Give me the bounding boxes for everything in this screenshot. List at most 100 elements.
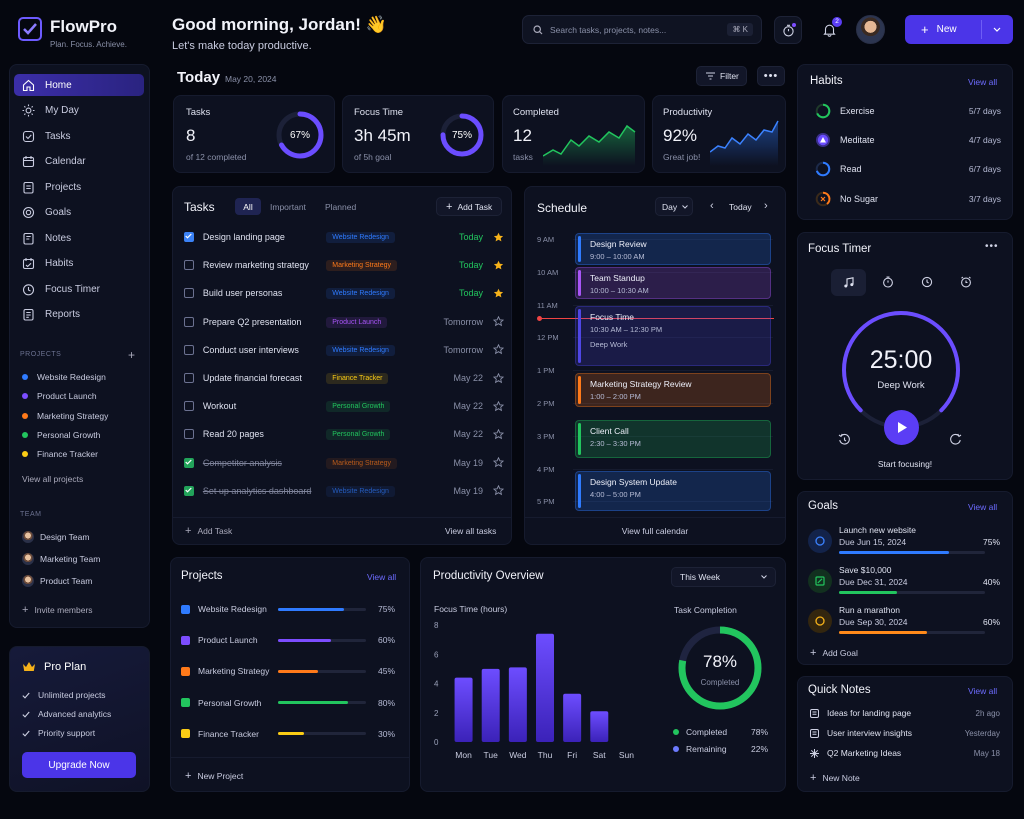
star-filled-icon[interactable] (493, 260, 504, 271)
team-item[interactable]: Marketing Team (22, 553, 100, 565)
star-filled-icon[interactable] (493, 232, 504, 243)
sidebar-item-focus-timer[interactable]: Focus Timer (14, 278, 144, 300)
task-checkbox[interactable] (184, 429, 194, 440)
invite-members-link[interactable]: + Invite members (22, 604, 93, 616)
add-goal-link[interactable]: + Add Goal (810, 647, 858, 659)
stat-card-tasks[interactable] (173, 95, 335, 173)
task-row[interactable]: Design landing page Website Redesign Today (184, 223, 504, 251)
prev-day-button[interactable]: ‹ (710, 200, 714, 212)
quick-notes-view-all-link[interactable]: View all (968, 686, 998, 696)
search-input[interactable]: Search tasks, projects, notes... (550, 24, 667, 35)
sidebar-item-tasks[interactable]: Tasks (14, 125, 144, 147)
new-note-link[interactable]: + New Note (810, 772, 860, 784)
notifications-button[interactable]: 2 (815, 16, 843, 44)
quick-note-item[interactable]: User interview insights Yesterday (810, 728, 1000, 738)
view-all-projects-link[interactable]: View all projects (22, 474, 84, 484)
task-checkbox[interactable] (184, 373, 194, 383)
project-row[interactable]: Finance Tracker 30% (181, 729, 396, 739)
habits-view-all-link[interactable]: View all (968, 77, 998, 87)
bar-thu[interactable] (536, 633, 554, 742)
task-row[interactable]: Build user personas Website Redesign Today (184, 279, 504, 307)
play-button[interactable] (884, 410, 919, 445)
restart-icon[interactable] (949, 433, 962, 446)
user-avatar[interactable] (856, 15, 885, 44)
team-item[interactable]: Product Team (22, 575, 92, 587)
bar-fri[interactable] (563, 693, 582, 742)
sidebar-project[interactable]: Finance Tracker (22, 449, 98, 459)
sidebar-project[interactable]: Website Redesign (22, 372, 106, 382)
music-mode-button[interactable] (831, 269, 866, 296)
habit-item[interactable]: Exercise 5/7 days (815, 103, 1001, 119)
goals-view-all-link[interactable]: View all (968, 502, 998, 512)
reset-timer-icon[interactable] (838, 433, 851, 446)
view-all-tasks-link[interactable]: View all tasks (445, 526, 497, 536)
stopwatch-mode-icon[interactable] (882, 276, 894, 288)
schedule-event[interactable]: Focus Time 10:30 AM – 12:30 PM Deep Work (575, 306, 771, 366)
task-row[interactable]: Review marketing strategy Marketing Strat… (184, 251, 504, 279)
task-checkbox[interactable] (184, 260, 194, 271)
brand-logo[interactable] (18, 17, 42, 41)
sidebar-project[interactable]: Personal Growth (22, 430, 100, 440)
task-checkbox[interactable] (184, 288, 194, 299)
project-row[interactable]: Website Redesign 75% (181, 604, 396, 614)
schedule-view-select[interactable]: Day (655, 197, 693, 216)
new-button[interactable]: + New (905, 15, 1013, 44)
task-row[interactable]: Set up analytics dashboard Website Redesi… (184, 477, 504, 505)
upgrade-now-button[interactable]: Upgrade Now (22, 752, 136, 778)
star-outline-icon[interactable] (493, 457, 504, 468)
sidebar-item-calendar[interactable]: Calendar (14, 151, 144, 173)
sidebar-project[interactable]: Marketing Strategy (22, 411, 108, 421)
filter-button[interactable]: Filter (696, 66, 747, 86)
footer-add-task-link[interactable]: + Add Task (185, 525, 232, 537)
sidebar-project[interactable]: Product Launch (22, 391, 97, 401)
stat-card-focus[interactable] (342, 95, 494, 173)
view-full-calendar-link[interactable]: View full calendar (621, 526, 689, 536)
quick-note-item[interactable]: Ideas for landing page 2h ago (810, 708, 1000, 718)
add-task-button[interactable]: + Add Task (436, 197, 502, 216)
sidebar-item-home[interactable]: Home (14, 74, 144, 96)
schedule-event[interactable]: Marketing Strategy Review 1:00 – 2:00 PM (575, 373, 771, 407)
task-row[interactable]: Read 20 pages Personal Growth May 22 (184, 420, 504, 448)
project-row[interactable]: Marketing Strategy 45% (181, 666, 396, 676)
star-outline-icon[interactable] (493, 344, 504, 355)
task-row[interactable]: Prepare Q2 presentation Product Launch Tom… (184, 308, 504, 336)
goal-name[interactable]: Save $10,000 (839, 565, 892, 575)
task-checkbox[interactable] (184, 457, 194, 468)
schedule-event[interactable]: Team Standup 10:00 – 10:30 AM (575, 267, 771, 299)
star-outline-icon[interactable] (493, 372, 504, 384)
task-checkbox[interactable] (184, 316, 194, 327)
habit-item[interactable]: Meditate 4/7 days (815, 132, 1001, 148)
sidebar-item-projects[interactable]: Projects (14, 176, 144, 198)
task-checkbox[interactable] (184, 232, 194, 242)
period-select[interactable]: This Week (671, 567, 776, 587)
bar-mon[interactable] (454, 677, 473, 742)
schedule-event[interactable]: Design Review 9:00 – 10:00 AM (575, 233, 771, 265)
today-button[interactable]: Today (729, 202, 752, 212)
task-checkbox[interactable] (184, 401, 194, 412)
star-outline-icon[interactable] (493, 485, 504, 496)
star-filled-icon[interactable] (493, 288, 504, 299)
quick-note-item[interactable]: Q2 Marketing Ideas May 18 (810, 748, 1000, 758)
more-options-button[interactable]: ••• (757, 66, 785, 86)
project-row[interactable]: Personal Growth 80% (181, 698, 396, 708)
goal-name[interactable]: Run a marathon (839, 605, 900, 615)
task-checkbox[interactable] (184, 344, 194, 355)
task-checkbox[interactable] (184, 485, 194, 496)
focus-more-button[interactable]: ••• (985, 241, 999, 252)
timer-mode-icon[interactable] (921, 276, 933, 288)
habit-item[interactable]: No Sugar 3/7 days (815, 191, 1001, 207)
timer-button[interactable] (774, 16, 802, 44)
task-row[interactable]: Conduct user interviews Website Redesign T… (184, 336, 504, 364)
chevron-down-icon[interactable] (993, 27, 1001, 32)
schedule-event[interactable]: Client Call 2:30 – 3:30 PM (575, 420, 771, 458)
star-outline-icon[interactable] (493, 316, 504, 327)
sidebar-item-notes[interactable]: Notes (14, 227, 144, 249)
star-outline-icon[interactable] (493, 400, 504, 412)
tab-important[interactable]: Important (270, 202, 306, 212)
task-row[interactable]: Update financial forecast Finance Tracker… (184, 364, 504, 392)
project-row[interactable]: Product Launch 60% (181, 635, 396, 645)
tab-planned[interactable]: Planned (325, 202, 357, 212)
task-row[interactable]: Workout Personal Growth May 22 (184, 392, 504, 420)
goal-name[interactable]: Launch new website (839, 525, 917, 535)
schedule-event[interactable]: Design System Update 4:00 – 5:00 PM (575, 471, 771, 511)
